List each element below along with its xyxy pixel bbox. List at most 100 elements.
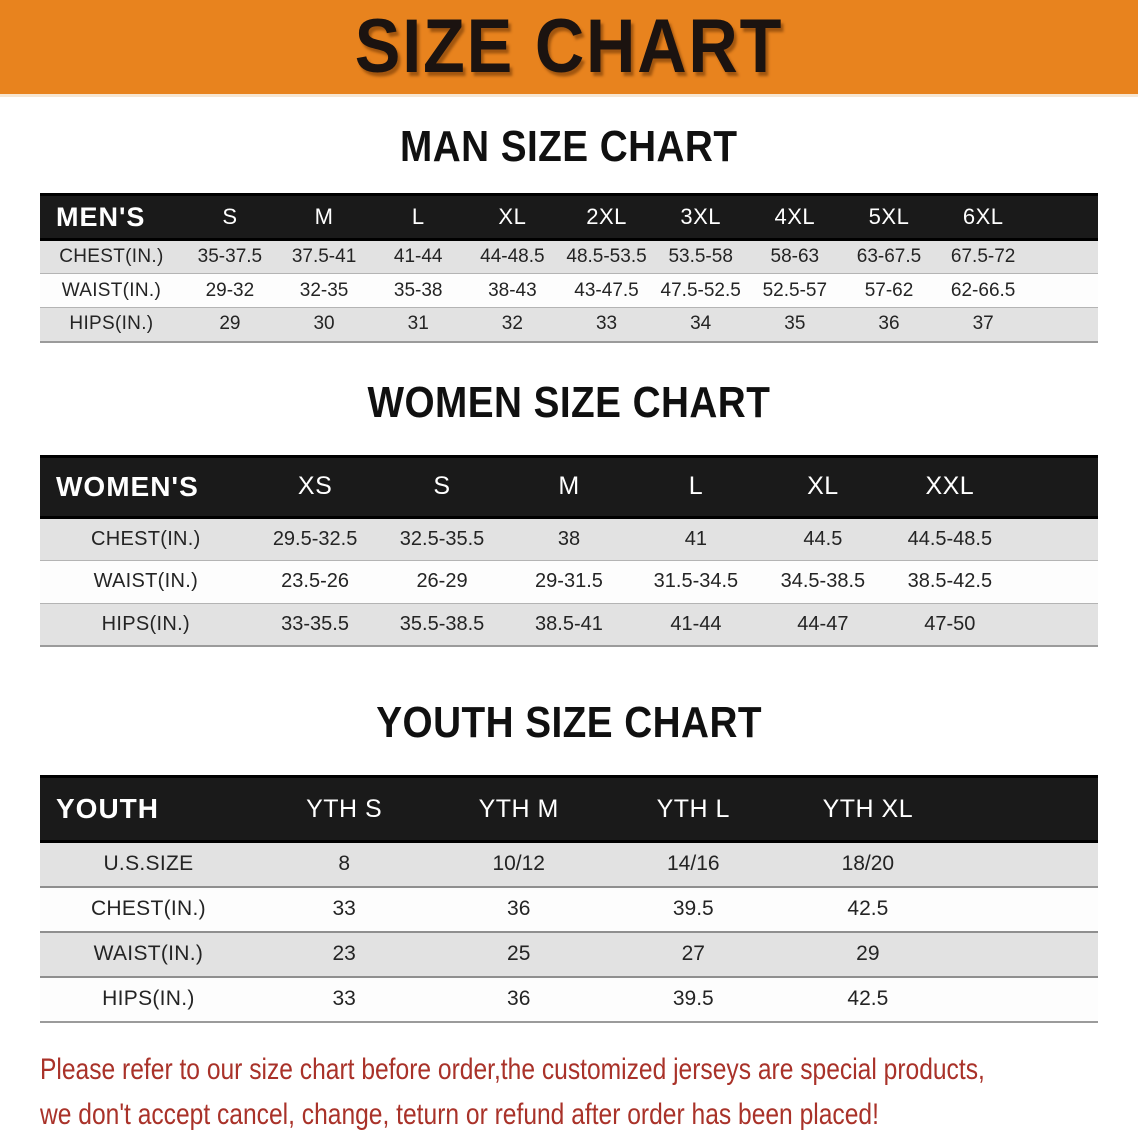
size-value-cell: 62-66.5	[950, 279, 1016, 301]
page-title: SIZE CHART	[354, 4, 784, 89]
spacer-cell	[1030, 240, 1098, 274]
youth-header-row: YOUTH YTH S YTH M YTH L YTH XL	[40, 775, 1098, 843]
size-value-cell: 27	[681, 942, 705, 965]
row-label: HIPS(IN.)	[102, 987, 195, 1010]
size-value-cell: 33	[595, 313, 618, 335]
table-row: HIPS(IN.) 33 36 39.5 42.5	[40, 976, 1098, 1022]
size-value-cell: 32.5-35.5	[399, 527, 485, 550]
column-header: XXL	[886, 454, 1014, 519]
table-row: CHEST(IN.) 33 36 39.5 42.5	[40, 886, 1098, 932]
youth-heading: YOUTH SIZE CHART	[0, 699, 1138, 747]
size-value-cell: 36	[878, 313, 900, 335]
column-header: YTH L	[606, 775, 781, 843]
size-value-cell: 63-67.5	[856, 246, 922, 267]
size-value-cell: 37	[972, 313, 994, 335]
size-value-cell: 29-32	[205, 279, 255, 301]
size-value-cell: 47.5-52.5	[660, 279, 741, 301]
disclaimer: Please refer to our size chart before or…	[40, 1047, 1138, 1132]
column-header: XS	[251, 454, 379, 519]
size-value-cell: 36	[507, 987, 531, 1010]
table-category-label: MEN'S	[40, 193, 183, 241]
size-value-cell: 25	[507, 942, 531, 965]
size-value-cell: 43-47.5	[574, 279, 639, 301]
size-value-cell: 18/20	[841, 852, 895, 876]
women-heading: WOMEN SIZE CHART	[0, 378, 1138, 427]
size-value-cell: 42.5	[847, 897, 889, 920]
table-row: WAIST(IN.) 23.5-26 26-29 29-31.5 31.5-34…	[40, 560, 1098, 603]
table-category-label: WOMEN'S	[40, 454, 252, 519]
row-label: HIPS(IN.)	[69, 313, 154, 335]
table-row: HIPS(IN.) 33-35.5 35.5-38.5 38.5-41 41-4…	[40, 603, 1098, 646]
size-value-cell: 33-35.5	[281, 612, 349, 635]
column-header: M	[276, 193, 372, 241]
column-header: S	[378, 454, 506, 519]
size-value-cell: 42.5	[847, 987, 889, 1010]
spacer-cell	[955, 932, 1098, 977]
youth-section: YOUTH SIZE CHART YOUTH YTH S YTH M YTH L…	[0, 699, 1138, 1023]
size-value-cell: 38	[557, 527, 581, 550]
size-value-cell: 48.5-53.5	[566, 246, 647, 267]
youth-size-table: YOUTH YTH S YTH M YTH L YTH XL U.S.SIZE …	[40, 775, 1098, 1023]
men-size-table: MEN'S S M L XL 2XL 3XL 4XL 5XL 6XL CHEST…	[40, 193, 1098, 343]
size-value-cell: 34	[690, 313, 712, 335]
spacer-cell	[955, 842, 1098, 887]
row-label: U.S.SIZE	[103, 852, 194, 876]
spacer-cell	[1030, 274, 1098, 308]
disclaimer-line-2: we don't accept cancel, change, teturn o…	[40, 1097, 879, 1131]
table-row: WAIST(IN.) 29-32 32-35 35-38 38-43 43-47…	[40, 273, 1098, 308]
spacer-cell	[1030, 308, 1098, 342]
size-value-cell: 31.5-34.5	[653, 570, 739, 592]
banner: SIZE CHART	[0, 0, 1138, 97]
disclaimer-line-1: Please refer to our size chart before or…	[40, 1052, 985, 1086]
column-header: 4XL	[747, 193, 842, 241]
size-value-cell: 58-63	[770, 246, 820, 267]
column-header: M	[505, 454, 633, 519]
size-value-cell: 35-37.5	[197, 246, 263, 267]
size-value-cell: 44.5	[803, 527, 843, 550]
men-heading: MAN SIZE CHART	[0, 123, 1138, 171]
size-value-cell: 38.5-41	[535, 612, 603, 635]
column-header: 6XL	[936, 193, 1031, 241]
size-value-cell: 41-44	[393, 246, 443, 267]
size-value-cell: 44-48.5	[480, 246, 545, 267]
size-value-cell: 37.5-41	[291, 246, 357, 267]
size-value-cell: 10/12	[492, 852, 545, 876]
row-label: CHEST(IN.)	[90, 897, 206, 920]
size-value-cell: 30	[313, 313, 335, 335]
size-value-cell: 36	[507, 897, 531, 920]
table-row: CHEST(IN.) 29.5-32.5 32.5-35.5 38 41 44.…	[40, 517, 1098, 560]
size-value-cell: 32	[501, 313, 523, 335]
table-row: HIPS(IN.) 29 30 31 32 33 34 35 36 37	[40, 307, 1098, 342]
youth-heading-text: YOUTH SIZE CHART	[376, 698, 762, 747]
size-value-cell: 32-35	[299, 279, 349, 301]
column-header: XL	[465, 193, 560, 241]
women-section: WOMEN SIZE CHART WOMEN'S XS S M L XL XXL	[0, 378, 1138, 648]
size-value-cell: 35.5-38.5	[399, 612, 485, 635]
size-value-cell: 34.5-38.5	[780, 570, 866, 592]
spacer-cell	[1013, 560, 1098, 603]
size-value-cell: 41-44	[670, 612, 722, 635]
size-value-cell: 35-38	[393, 279, 443, 301]
size-value-cell: 26-29	[416, 570, 468, 592]
size-value-cell: 44.5-48.5	[907, 527, 993, 550]
column-header: S	[182, 193, 277, 241]
size-value-cell: 29	[856, 942, 880, 965]
size-value-cell: 29.5-32.5	[272, 527, 358, 550]
spacer-cell	[1013, 603, 1098, 646]
row-label: HIPS(IN.)	[101, 612, 190, 635]
column-header: L	[632, 454, 760, 519]
size-value-cell: 67.5-72	[950, 246, 1016, 267]
size-value-cell: 39.5	[672, 987, 714, 1010]
column-header: 3XL	[653, 193, 748, 241]
size-value-cell: 14/16	[667, 852, 720, 876]
row-label: WAIST(IN.)	[61, 279, 162, 301]
spacer-cell	[1013, 454, 1098, 519]
column-header: XL	[759, 454, 887, 519]
size-value-cell: 52.5-57	[762, 279, 828, 301]
row-label: WAIST(IN.)	[93, 570, 199, 592]
men-header-row: MEN'S S M L XL 2XL 3XL 4XL 5XL 6XL	[40, 193, 1098, 241]
row-label: CHEST(IN.)	[90, 527, 201, 550]
column-header: 2XL	[559, 193, 654, 241]
table-row: U.S.SIZE 8 10/12 14/16 18/20	[40, 841, 1098, 887]
size-value-cell: 31	[407, 313, 429, 335]
